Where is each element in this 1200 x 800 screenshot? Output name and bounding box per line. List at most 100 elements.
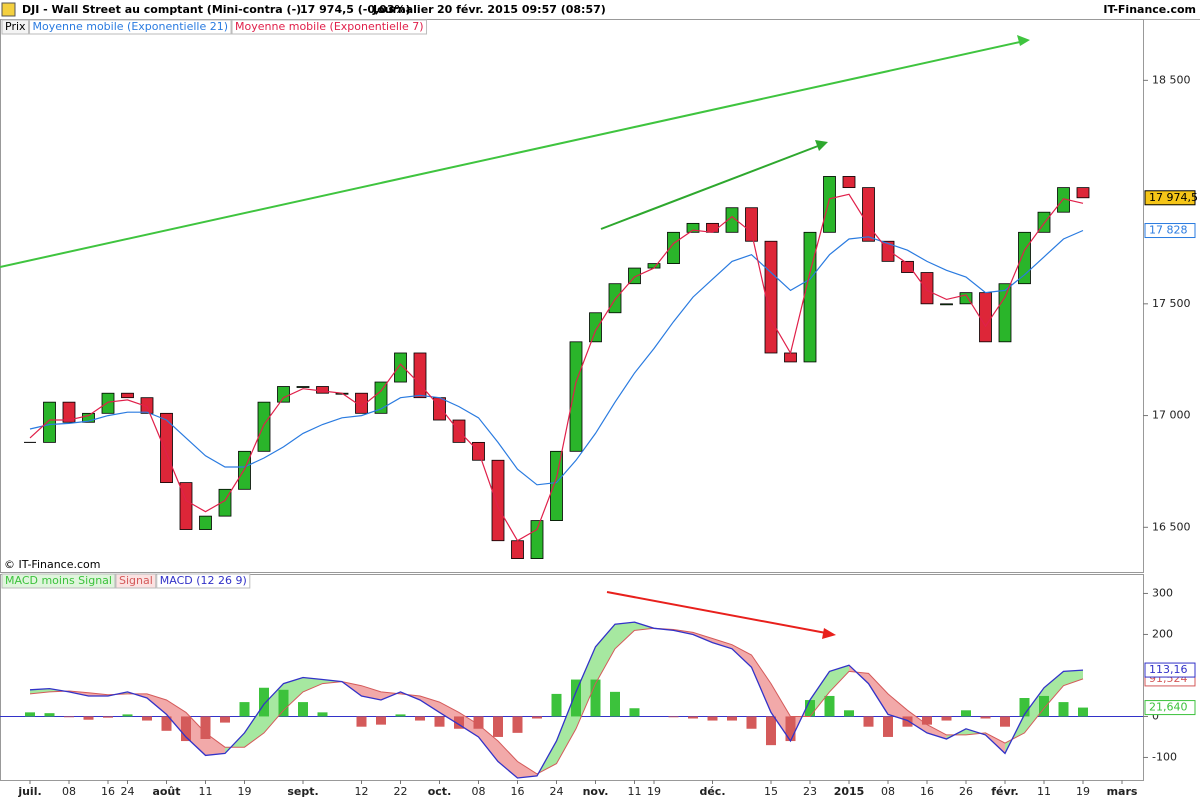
histogram-bar (532, 716, 542, 719)
histogram-bar (551, 693, 562, 717)
candle-body (940, 303, 953, 306)
candle-body (686, 222, 700, 233)
legend-label: MACD (12 26 9) (160, 574, 247, 587)
macd-signal-fill (420, 695, 440, 713)
legend-box (29, 19, 232, 35)
histogram-bar (395, 714, 406, 717)
candle-body (394, 352, 407, 383)
legend-box (115, 573, 157, 589)
macd-frame (0, 574, 1144, 781)
x-tick-label: 16 (920, 785, 934, 798)
candle-body (745, 207, 758, 242)
legend-label: Moyenne mobile (Exponentielle 21) (33, 20, 229, 33)
histogram-bar (824, 695, 835, 717)
x-tick-label: 23 (803, 785, 817, 798)
histogram-bar (142, 716, 152, 721)
histogram-bar (668, 716, 679, 718)
histogram-bar (1019, 698, 1030, 717)
candle-body (121, 392, 134, 399)
histogram-bar (44, 713, 55, 717)
line-series (29, 229, 1084, 486)
candle-body (959, 292, 973, 305)
x-tick-label: 15 (764, 785, 778, 798)
candle-body (920, 272, 934, 305)
candle-body (316, 386, 329, 394)
legend-box (156, 573, 251, 589)
candle-body (569, 341, 583, 452)
histogram-bar (239, 702, 250, 717)
candle-body (550, 450, 563, 521)
macd-signal-fill (1063, 670, 1083, 686)
histogram-bar (493, 716, 503, 737)
arrow-head (822, 628, 836, 639)
y-tick-label: 200 (1152, 627, 1173, 640)
macd-signal-fill (888, 693, 908, 721)
legend-label: Moyenne mobile (Exponentielle 7) (235, 20, 424, 33)
arrow-head (1017, 35, 1030, 46)
candle-body (277, 386, 290, 403)
histogram-bar (259, 687, 269, 717)
histogram-bar (844, 710, 854, 717)
x-tick-label: 08 (881, 785, 895, 798)
y-tick-label: 0 (1152, 709, 1159, 722)
candle-body (901, 260, 914, 273)
candle-body (160, 412, 173, 484)
macd-signal-fill (732, 644, 752, 668)
candle-body (823, 176, 836, 233)
price-plot (24, 176, 1090, 559)
x-tick-label: 11 (199, 785, 213, 798)
legend-box (1, 573, 116, 589)
histogram-bar (317, 712, 328, 717)
line-series (29, 627, 1084, 775)
candle-body (764, 240, 778, 354)
last-value-label: 17 828 (1149, 224, 1188, 237)
x-tick-label: 26 (959, 785, 973, 798)
x-tick-label: nov. (583, 785, 609, 798)
histogram-bar (103, 716, 113, 718)
histogram-bar (473, 716, 484, 729)
histogram-bar (434, 716, 445, 727)
histogram-bar (1058, 702, 1069, 717)
x-tick-label: 16 (511, 785, 525, 798)
y-tick-label: 18 500 (1152, 73, 1191, 86)
histogram-bar (278, 689, 289, 717)
histogram-bar (941, 716, 952, 721)
macd-signal-fill (517, 761, 537, 778)
histogram-bar (161, 716, 172, 731)
histogram-bar (883, 716, 893, 737)
macd-signal-fill (595, 624, 615, 684)
candle-body (725, 207, 739, 233)
candle-body (862, 187, 875, 242)
histogram-bar (785, 716, 796, 742)
x-tick-label: 24 (550, 785, 564, 798)
macd-signal-fill (615, 622, 635, 649)
candle-body (257, 401, 271, 452)
histogram-bar (922, 716, 932, 725)
x-tick-label: 08 (62, 785, 76, 798)
x-tick-label: 16 (101, 785, 115, 798)
histogram-bar (122, 714, 133, 717)
macd-signal-fill (498, 741, 518, 778)
candle-body (1076, 187, 1090, 199)
histogram-bar (746, 716, 757, 729)
histogram-bar (356, 716, 367, 727)
icon (1, 2, 16, 17)
y-tick-label: 17 500 (1152, 297, 1191, 310)
macd-signal-fill (147, 693, 167, 715)
x-tick-label: févr. (991, 785, 1018, 798)
candle-body (62, 401, 76, 423)
y-tick-label: 300 (1152, 586, 1173, 599)
candle-body (608, 283, 622, 314)
x-tick-label: 19 (238, 785, 252, 798)
last-value-box (1144, 223, 1196, 239)
x-tick-label: 19 (1076, 785, 1090, 798)
histogram-bar (980, 716, 991, 719)
histogram-bar (610, 691, 620, 717)
macd-signal-fill (868, 673, 888, 715)
histogram-bar (707, 716, 718, 721)
candle-body (979, 292, 992, 343)
candle-body (803, 231, 817, 363)
x-tick-label: 12 (355, 785, 369, 798)
period: Journalier (372, 3, 434, 16)
